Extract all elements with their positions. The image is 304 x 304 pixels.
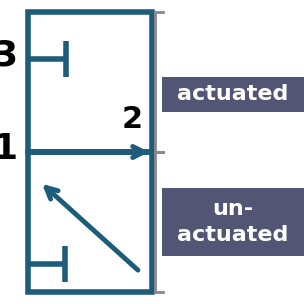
Text: un-
actuated: un- actuated <box>177 199 289 245</box>
Text: 2: 2 <box>121 105 143 134</box>
Bar <box>162 188 304 256</box>
Text: 3: 3 <box>0 39 18 73</box>
Bar <box>162 77 304 112</box>
Bar <box>28 152 152 292</box>
Bar <box>28 12 152 152</box>
Text: actuated: actuated <box>177 84 289 104</box>
Text: 1: 1 <box>0 132 18 166</box>
